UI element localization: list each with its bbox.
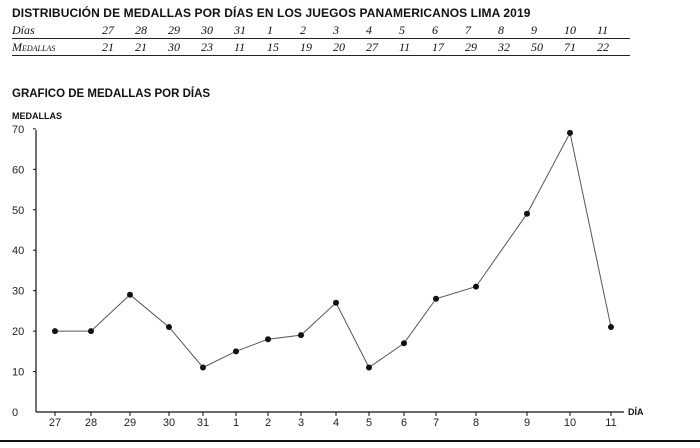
data-point	[52, 328, 58, 335]
y-tick-label: 20	[12, 326, 24, 338]
table-cell: 1	[267, 22, 300, 39]
y-axis-label: MEDALLAS	[12, 111, 62, 121]
x-tick-label: 6	[401, 417, 407, 429]
table-cell: 11	[234, 38, 267, 56]
table-cell: 71	[564, 38, 597, 56]
table-row-dias: Días 27 28 29 30 31 1 2 3 4 5 6 7 8 9 10…	[12, 22, 630, 39]
y-tick-label: 60	[12, 164, 24, 176]
table-cell: 2	[300, 22, 333, 39]
data-point	[333, 299, 339, 306]
x-tick-label: 27	[49, 417, 61, 429]
table-cell: 3	[333, 22, 366, 39]
table-cell: 27	[102, 22, 135, 39]
data-point	[233, 348, 239, 355]
row-label-medallas: Medallas	[12, 38, 102, 56]
chart-title: GRAFICO DE MEDALLAS POR DÍAS	[12, 88, 211, 100]
y-tick-label: 50	[12, 205, 24, 217]
table-cell: 15	[267, 38, 300, 56]
y-tick-label: 0	[12, 407, 18, 419]
table-cell: 21	[102, 38, 135, 56]
table-cell: 6	[432, 22, 465, 39]
table-cell: 17	[432, 38, 465, 56]
data-point	[524, 210, 530, 217]
x-tick-label: 30	[163, 417, 175, 429]
table-cell: 11	[399, 38, 432, 56]
table-cell: 50	[531, 38, 564, 56]
table-cell: 8	[498, 22, 531, 39]
medals-table: Días 27 28 29 30 31 1 2 3 4 5 6 7 8 9 10…	[12, 22, 630, 56]
x-tick-label: 11	[605, 417, 616, 429]
data-point	[200, 364, 206, 371]
row-label-dias: Días	[12, 22, 102, 39]
x-tick-label: 7	[433, 417, 439, 429]
table-cell: 10	[564, 22, 597, 39]
x-tick-label: 5	[366, 417, 372, 429]
x-tick-label: 9	[524, 417, 530, 429]
data-point	[608, 324, 614, 331]
x-tick-label: 3	[298, 417, 304, 429]
table-cell: 5	[399, 22, 432, 39]
data-point	[265, 336, 271, 343]
table-cell: 21	[135, 38, 168, 56]
y-tick-label: 70	[12, 124, 24, 136]
table-cell: 32	[498, 38, 531, 56]
data-point	[88, 328, 94, 335]
table-cell: 19	[300, 38, 333, 56]
data-point	[401, 340, 407, 347]
data-point	[433, 295, 439, 302]
table-cell: 27	[366, 38, 399, 56]
table-cell: 28	[135, 22, 168, 39]
x-tick-label: 29	[124, 417, 136, 429]
table-cell: 29	[465, 38, 498, 56]
table-cell: 20	[333, 38, 366, 56]
x-tick-label: 8	[473, 417, 479, 429]
table-cell: 4	[366, 22, 399, 39]
table-row-medallas: Medallas 21 21 30 23 11 15 19 20 27 11 1…	[12, 38, 630, 56]
table-cell: 7	[465, 22, 498, 39]
table-cell: 22	[597, 38, 630, 56]
table-cell: 11	[597, 22, 630, 39]
x-tick-label: 10	[564, 417, 576, 429]
page-title: DISTRIBUCIÓN DE MEDALLAS POR DÍAS EN LOS…	[12, 6, 531, 20]
data-point	[298, 332, 304, 339]
data-point	[567, 129, 573, 136]
y-tick-label: 10	[12, 367, 24, 379]
x-tick-label: 4	[333, 417, 339, 429]
table-cell: 31	[234, 22, 267, 39]
x-tick-label: 31	[197, 417, 209, 429]
y-tick-label: 30	[12, 286, 24, 298]
table-cell: 23	[201, 38, 234, 56]
x-tick-label: 1	[233, 417, 239, 429]
bottom-divider	[0, 440, 700, 442]
table-cell: 29	[168, 22, 201, 39]
data-point	[366, 364, 372, 371]
x-tick-label: 28	[85, 417, 97, 429]
table-cell: 9	[531, 22, 564, 39]
series-line	[55, 131, 612, 369]
y-tick-label: 40	[12, 245, 24, 257]
data-point	[127, 291, 133, 298]
table-cell: 30	[201, 22, 234, 39]
data-point	[166, 324, 172, 331]
x-axis-label: DÍA	[628, 407, 644, 417]
table-cell: 30	[168, 38, 201, 56]
data-point	[473, 283, 479, 290]
x-tick-label: 2	[265, 417, 271, 429]
